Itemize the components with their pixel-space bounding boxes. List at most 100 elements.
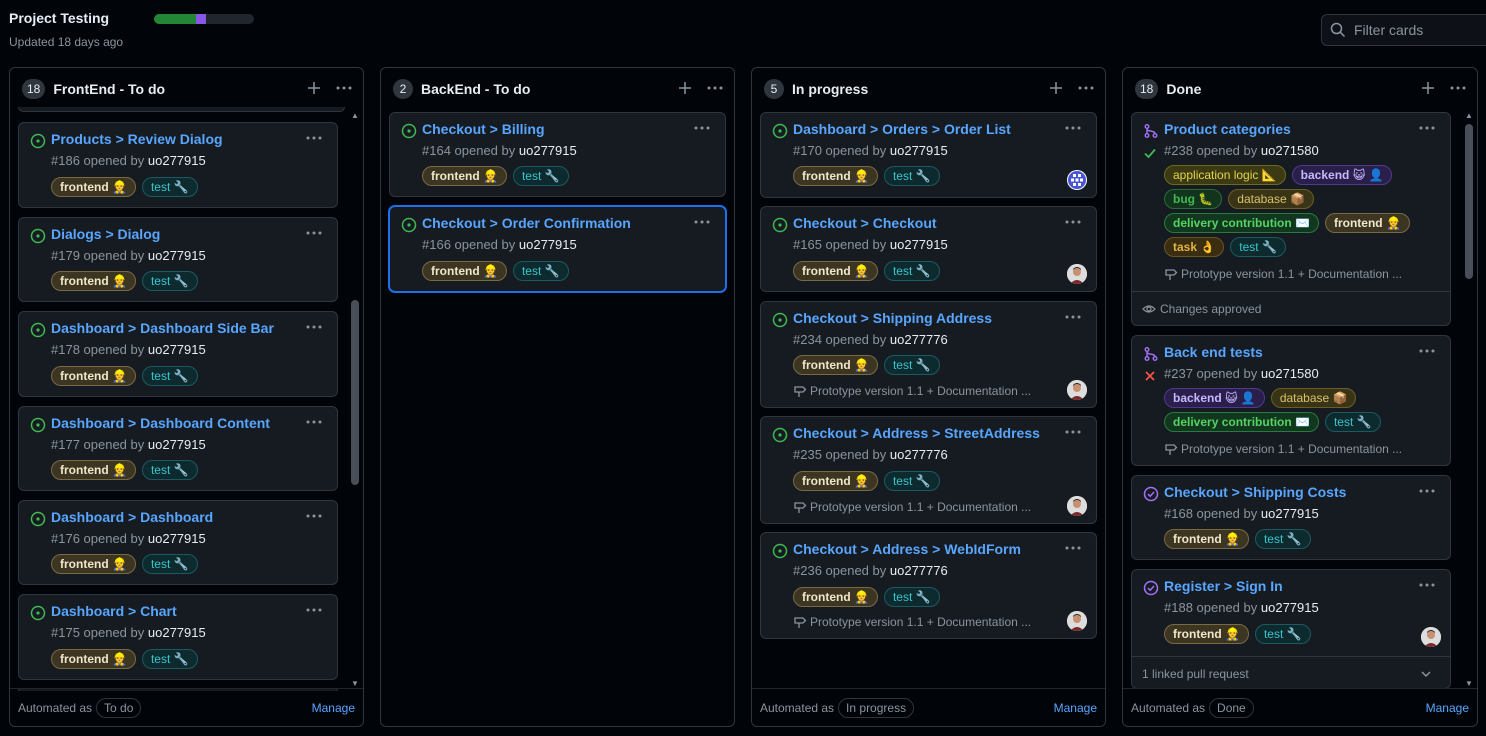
label-application-logic[interactable]: application logic 📐: [1164, 165, 1286, 185]
issue-card[interactable]: Checkout > Billing #164 opened by uo2779…: [389, 112, 726, 197]
card-title[interactable]: Checkout > Shipping Costs: [1164, 484, 1347, 500]
pull-request-card[interactable]: Back end tests #237 opened by uo271580 b…: [1131, 335, 1451, 466]
label-test[interactable]: test 🔧: [141, 649, 198, 669]
manage-link[interactable]: Manage: [311, 700, 355, 715]
label-frontend[interactable]: frontend 👷: [1164, 529, 1249, 549]
avatar[interactable]: [1067, 496, 1087, 516]
card-title[interactable]: Dashboard > Dashboard: [51, 509, 214, 525]
card-title[interactable]: Dashboard > Orders > Order List: [793, 121, 1011, 137]
issue-card[interactable]: Checkout > Address > StreetAddress #235 …: [760, 416, 1097, 524]
card-more-icon[interactable]: [1064, 425, 1082, 439]
issue-card[interactable]: Dialogs > Dialog #179 opened by uo277915…: [18, 217, 338, 302]
manage-link[interactable]: Manage: [1053, 700, 1097, 715]
column-scrollbar[interactable]: ▲ ▼: [349, 110, 361, 690]
label-frontend[interactable]: frontend 👷: [793, 355, 878, 375]
card-title[interactable]: Dialogs > Dialog: [51, 226, 161, 242]
label-frontend[interactable]: frontend 👷: [51, 649, 136, 669]
card-title[interactable]: Checkout > Order Confirmation: [422, 215, 631, 231]
label-frontend[interactable]: frontend 👷: [1164, 624, 1249, 644]
label-test[interactable]: test 🔧: [883, 471, 940, 491]
card-title[interactable]: Back end tests: [1164, 344, 1263, 360]
issue-card-selected[interactable]: Checkout > Order Confirmation #166 opene…: [389, 206, 726, 292]
label-test[interactable]: test 🔧: [1254, 624, 1311, 644]
card-title[interactable]: Dashboard > Chart: [51, 603, 177, 619]
label-delivery-contribution[interactable]: delivery contribution ✉️: [1164, 213, 1319, 233]
card-more-icon[interactable]: [305, 226, 323, 240]
issue-card[interactable]: Dashboard > Dashboard #176 opened by uo2…: [18, 500, 338, 585]
label-test[interactable]: test 🔧: [512, 166, 569, 186]
issue-card[interactable]: Checkout > Shipping Costs #168 opened by…: [1131, 475, 1451, 560]
more-icon[interactable]: [706, 79, 724, 97]
card-more-icon[interactable]: [305, 131, 323, 145]
card-more-icon[interactable]: [1418, 344, 1436, 358]
card-more-icon[interactable]: [693, 215, 711, 229]
card-more-icon[interactable]: [305, 320, 323, 334]
label-frontend[interactable]: frontend 👷: [51, 271, 136, 291]
column-scrollbar[interactable]: ▲ ▼: [1463, 110, 1475, 690]
filter-box[interactable]: [1321, 14, 1486, 46]
chevron-down-icon[interactable]: [1420, 668, 1432, 680]
label-test[interactable]: test 🔧: [141, 177, 198, 197]
add-card-icon[interactable]: [676, 79, 694, 97]
card-title[interactable]: Checkout > Billing: [422, 121, 545, 137]
label-frontend[interactable]: frontend 👷: [793, 587, 878, 607]
issue-card[interactable]: Checkout > Shipping Address #234 opened …: [760, 301, 1097, 408]
issue-card[interactable]: Products > Review Dialog #186 opened by …: [18, 122, 338, 208]
label-frontend[interactable]: frontend 👷: [793, 261, 878, 281]
avatar[interactable]: [1067, 611, 1087, 631]
more-icon[interactable]: [335, 79, 353, 97]
card-title[interactable]: Dashboard > Dashboard Content: [51, 415, 270, 431]
label-test[interactable]: test 🔧: [883, 261, 940, 281]
label-test[interactable]: test 🔧: [1254, 529, 1311, 549]
card-title[interactable]: Checkout > Checkout: [793, 215, 937, 231]
card-more-icon[interactable]: [1064, 121, 1082, 135]
label-frontend[interactable]: frontend 👷: [422, 261, 507, 281]
card-more-icon[interactable]: [305, 509, 323, 523]
card-title[interactable]: Checkout > Address > WebIdForm: [793, 541, 1021, 557]
label-frontend[interactable]: frontend 👷: [422, 166, 507, 186]
manage-link[interactable]: Manage: [1425, 700, 1469, 715]
card-more-icon[interactable]: [1064, 310, 1082, 324]
card-more-icon[interactable]: [305, 415, 323, 429]
add-card-icon[interactable]: [1419, 79, 1437, 97]
label-test[interactable]: test 🔧: [1324, 412, 1381, 432]
milestone[interactable]: Prototype version 1.1 + Documentation ..…: [1164, 442, 1402, 456]
label-test[interactable]: test 🔧: [1230, 237, 1286, 257]
label-backend[interactable]: backend 😺 👤: [1291, 165, 1393, 185]
avatar[interactable]: [1067, 380, 1087, 400]
label-frontend[interactable]: frontend 👷: [793, 471, 878, 491]
milestone[interactable]: Prototype version 1.1 + Documentation ..…: [793, 500, 1031, 514]
issue-card[interactable]: Dashboard > Chart #175 opened by uo27791…: [18, 594, 338, 680]
more-icon[interactable]: [1449, 79, 1467, 97]
label-frontend[interactable]: frontend 👷: [793, 166, 878, 186]
issue-card[interactable]: Dashboard > Orders > Order List #170 ope…: [760, 112, 1097, 198]
milestone[interactable]: Prototype version 1.1 + Documentation ..…: [1164, 267, 1402, 281]
label-database[interactable]: database 📦: [1270, 388, 1357, 408]
card-title[interactable]: Product categories: [1164, 121, 1291, 137]
avatar[interactable]: [1067, 170, 1087, 190]
issue-card[interactable]: Dashboard > Dashboard Side Bar #178 open…: [18, 311, 338, 397]
label-frontend[interactable]: frontend 👷: [1324, 213, 1410, 233]
add-card-icon[interactable]: [305, 79, 323, 97]
milestone[interactable]: Prototype version 1.1 + Documentation ..…: [793, 384, 1031, 398]
avatar[interactable]: [1421, 627, 1441, 647]
card-title[interactable]: Register > Sign In: [1164, 578, 1283, 594]
issue-card[interactable]: Dashboard > Dashboard Content #177 opene…: [18, 406, 338, 491]
issue-card[interactable]: Register > Sign In #188 opened by uo2779…: [1131, 569, 1451, 689]
card-title[interactable]: Dashboard > Dashboard Side Bar: [51, 320, 274, 336]
label-database[interactable]: database 📦: [1228, 189, 1314, 209]
label-test[interactable]: test 🔧: [141, 366, 198, 386]
label-frontend[interactable]: frontend 👷: [51, 366, 136, 386]
avatar[interactable]: [1067, 264, 1087, 284]
linked-pull-request[interactable]: 1 linked pull request: [1142, 667, 1249, 681]
label-bug[interactable]: bug 🐛: [1164, 189, 1223, 209]
label-test[interactable]: test 🔧: [883, 587, 940, 607]
more-icon[interactable]: [1077, 79, 1095, 97]
filter-cards-input[interactable]: [1354, 22, 1484, 38]
card-more-icon[interactable]: [1064, 215, 1082, 229]
card-more-icon[interactable]: [693, 121, 711, 135]
label-frontend[interactable]: frontend 👷: [51, 460, 136, 480]
milestone[interactable]: Prototype version 1.1 + Documentation ..…: [793, 615, 1031, 629]
label-backend[interactable]: backend 😺 👤: [1164, 388, 1265, 408]
card-title[interactable]: Checkout > Address > StreetAddress: [793, 425, 1040, 441]
